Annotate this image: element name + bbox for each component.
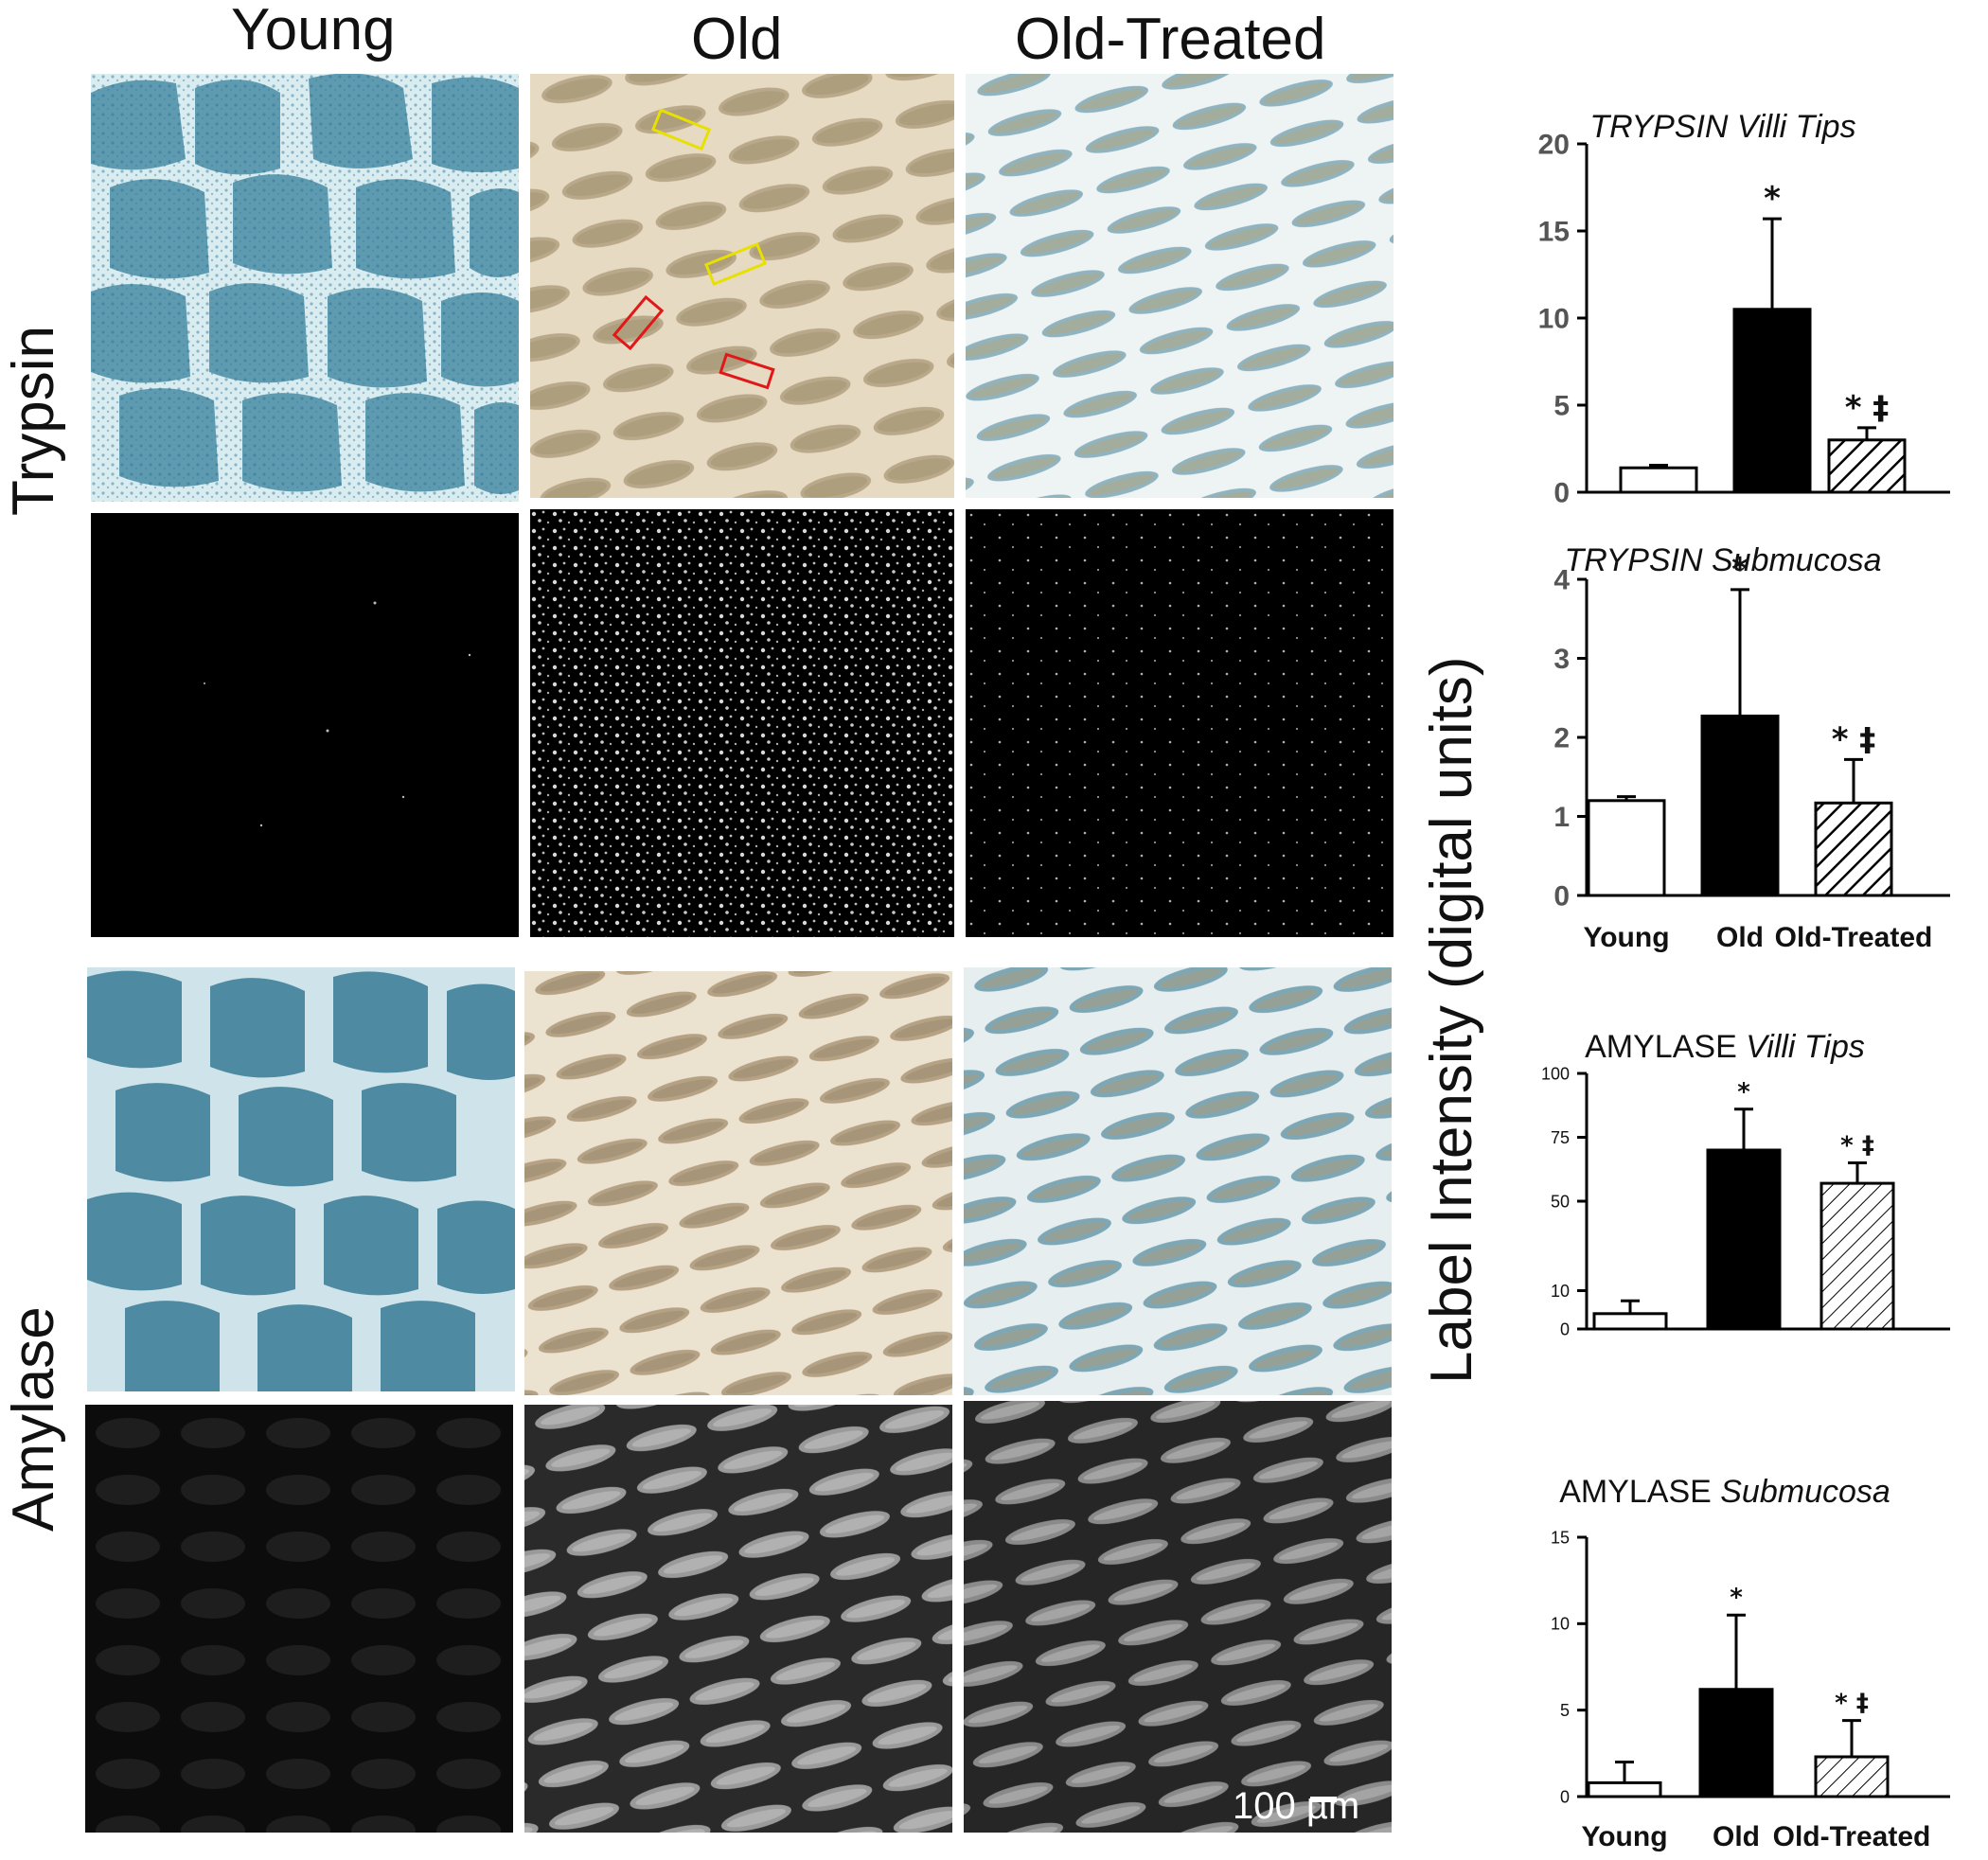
bar-old <box>1698 1688 1774 1798</box>
bar-old-treated <box>1814 801 1893 897</box>
category-label: Old <box>1716 922 1764 953</box>
micrograph-amylase-old-gray <box>524 1405 952 1833</box>
y-tick-label: 10 <box>1551 1615 1570 1634</box>
y-tick-label: 15 <box>1551 1528 1570 1547</box>
micrograph-amylase-treated-stain <box>964 967 1392 1395</box>
y-tick-label: 5 <box>1560 1701 1570 1720</box>
category-label: Young <box>1583 922 1669 953</box>
y-tick-label: 10 <box>1551 1282 1570 1301</box>
bar-young <box>1587 799 1666 897</box>
significance-marker: * ‡ <box>1835 1690 1869 1718</box>
category-label: Old-Treated <box>1773 1821 1931 1852</box>
row-header-trypsin: Trypsin <box>1 326 66 516</box>
chart-trypsin-villi-tips: TRYPSIN Villi Tips 0 5 10 15 20 * * ‡ <box>1477 76 1969 509</box>
micrograph-amylase-young-gray <box>85 1405 513 1833</box>
column-header-young: Young <box>231 0 396 62</box>
category-label: Young <box>1581 1821 1667 1852</box>
y-tick-label: 100 <box>1541 1064 1570 1083</box>
chart-amylase-villi-tips: AMYLASE Villi Tips 0 10 50 75 100 * * ‡ <box>1477 994 1969 1358</box>
micrograph-trypsin-treated-stain <box>966 74 1393 498</box>
micrograph-trypsin-young-threshold <box>91 513 519 937</box>
significance-marker: * ‡ <box>1832 720 1876 758</box>
micrograph-amylase-old-stain <box>524 971 952 1395</box>
column-header-old-treated: Old-Treated <box>1015 7 1326 72</box>
y-tick-label: 0 <box>1553 881 1570 912</box>
column-header-old: Old <box>691 7 783 72</box>
chart-trypsin-submucosa: TRYPSIN Submucosa 0 1 2 3 4 Young * Old * ‡ Old-Tr… <box>1477 530 1988 970</box>
bar-old <box>1700 714 1780 897</box>
y-tick-label: 50 <box>1551 1192 1570 1211</box>
bar-young <box>1592 1312 1668 1331</box>
roi-red-2 <box>719 352 775 390</box>
significance-marker: * <box>1737 1078 1750 1107</box>
significance-marker: * ‡ <box>1840 1132 1874 1160</box>
roi-yellow-1 <box>650 108 712 151</box>
micrograph-trypsin-old-threshold <box>530 509 954 937</box>
category-label: Old <box>1713 1821 1760 1852</box>
y-tick-label: 20 <box>1538 130 1570 161</box>
y-tick-label: 3 <box>1553 644 1570 675</box>
y-tick-label: 5 <box>1553 391 1570 422</box>
category-label: Old-Treated <box>1775 922 1933 953</box>
micrograph-trypsin-old-stain <box>530 74 954 498</box>
bar-old-treated <box>1827 438 1907 494</box>
roi-red-1 <box>612 294 665 351</box>
y-tick-label: 0 <box>1553 478 1570 509</box>
roi-yellow-2 <box>704 241 767 287</box>
bar-old <box>1706 1148 1782 1331</box>
chart-title: AMYLASE Submucosa <box>1559 1474 1890 1510</box>
y-axis-label: Label Intensity (digital units) <box>1419 656 1484 1384</box>
y-tick-label: 4 <box>1553 565 1570 596</box>
bar-old-treated <box>1819 1181 1895 1331</box>
scale-bar-label: 100 µm <box>1233 1785 1360 1827</box>
chart-title: AMYLASE Villi Tips <box>1585 1029 1865 1065</box>
bar-young <box>1587 1780 1662 1798</box>
chart-title: TRYPSIN Submucosa <box>1564 542 1881 578</box>
y-tick-label: 0 <box>1560 1320 1570 1338</box>
micrograph-trypsin-treated-threshold <box>966 509 1393 937</box>
bar-old <box>1732 308 1812 494</box>
bar-young <box>1619 466 1698 494</box>
bar-old-treated <box>1814 1755 1890 1798</box>
micrograph-trypsin-young-stain <box>91 74 519 502</box>
significance-marker: * <box>1731 551 1748 589</box>
row-header-amylase: Amylase <box>1 1306 66 1532</box>
significance-marker: * <box>1730 1584 1743 1612</box>
chart-amylase-submucosa: AMYLASE Submucosa 0 5 10 15 Young * Old * ‡ Old-T… <box>1477 1448 1988 1860</box>
chart-title: TRYPSIN Villi Tips <box>1589 109 1855 145</box>
scale-bar <box>1310 1797 1337 1802</box>
y-tick-label: 10 <box>1538 304 1570 335</box>
y-tick-label: 15 <box>1538 217 1570 248</box>
y-tick-label: 75 <box>1551 1128 1570 1147</box>
y-tick-label: 1 <box>1553 802 1570 833</box>
y-tick-label: 2 <box>1553 723 1570 754</box>
micrograph-amylase-treated-gray: 100 µm <box>964 1401 1392 1833</box>
y-tick-label: 0 <box>1560 1787 1570 1806</box>
significance-marker: * ‡ <box>1845 389 1890 427</box>
significance-marker: * <box>1764 180 1781 218</box>
micrograph-amylase-young-stain <box>87 967 515 1391</box>
